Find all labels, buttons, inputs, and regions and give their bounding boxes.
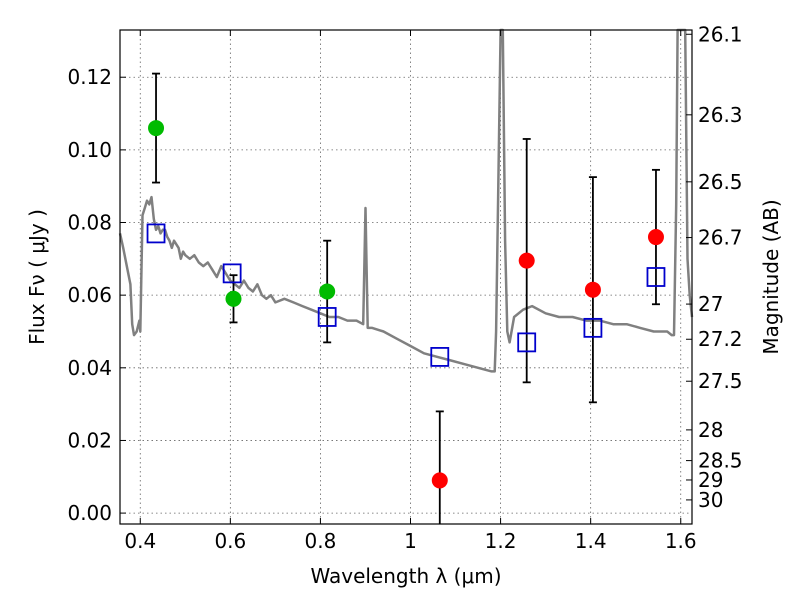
model-flux-square [646, 267, 666, 287]
grid-layer [120, 30, 692, 524]
x-tick-label: 0.4 [124, 529, 156, 553]
y2-tick-label: 27.5 [698, 369, 743, 393]
x-tick-label: 0.8 [305, 529, 337, 553]
observed-flux-point [518, 252, 535, 269]
x-axis: 0.4 0.6 0.8 1 1.2 1.4 1.6 [124, 30, 697, 553]
model-flux-square [583, 317, 603, 338]
observed-flux-point [319, 283, 336, 300]
y-tick-label: 0.12 [67, 65, 112, 89]
x-tick-label: 1.2 [485, 529, 517, 553]
model-flux-square [222, 263, 242, 284]
x-tick-label: 1 [404, 529, 417, 553]
y-tick-label: 0.02 [67, 428, 112, 452]
points-layer [148, 120, 664, 489]
model-flux-square [430, 347, 450, 367]
y2-tick-label: 27 [698, 292, 723, 316]
x-tick-label: 0.6 [214, 529, 246, 553]
y-tick-label: 0.06 [67, 283, 112, 307]
y2-tick-label: 26.3 [698, 103, 743, 127]
x-tick-label: 1.4 [575, 529, 607, 553]
y-tick-label: 0.10 [67, 138, 112, 162]
y-axis: 0.00 0.02 0.04 0.06 0.08 0.10 0.12 [67, 65, 126, 525]
spectrum-layer [118, 28, 694, 373]
y2-axis-label: Magnitude (AB) [759, 199, 783, 354]
y-tick-label: 0.00 [67, 501, 112, 525]
y-tick-label: 0.08 [67, 211, 112, 235]
y2-tick-label: 26.7 [698, 226, 743, 250]
observed-flux-point [431, 472, 448, 489]
model-flux-square [517, 332, 537, 353]
y2-tick-label: 26.5 [698, 170, 743, 194]
y-tick-label: 0.04 [67, 356, 112, 380]
y2-tick-label: 27.2 [698, 327, 743, 351]
y-axis-label: Flux Fν ( μJy ) [25, 209, 49, 345]
y2-tick-label: 28 [698, 418, 723, 442]
x-axis-label: Wavelength λ (μm) [310, 564, 501, 588]
y2-tick-label: 30 [698, 488, 723, 512]
plot-frame [119, 29, 693, 525]
observed-flux-point [225, 290, 242, 307]
y2-tick-label: 29 [698, 468, 723, 492]
observed-flux-point [584, 281, 601, 298]
model-spectrum-line [118, 28, 694, 373]
x-tick-label: 1.6 [665, 529, 697, 553]
observed-flux-point [148, 120, 165, 137]
observed-flux-point [647, 229, 664, 246]
y2-tick-label: 28.5 [698, 449, 743, 473]
model-flux-square [146, 223, 166, 244]
model-flux-square [317, 307, 337, 327]
model-layer [146, 223, 666, 367]
y2-tick-label: 26.1 [698, 22, 743, 46]
